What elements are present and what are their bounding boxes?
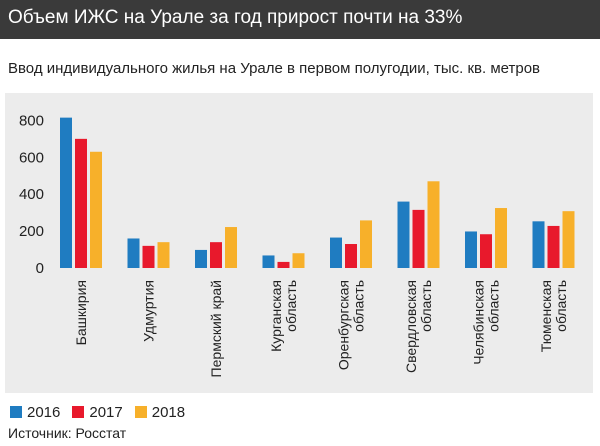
bar-2018	[495, 208, 507, 268]
bar-2017	[547, 225, 560, 268]
bar-2016	[465, 231, 477, 268]
legend-swatch-2016	[10, 406, 22, 418]
bar-2018	[562, 211, 575, 268]
legend-item-2016: 2016	[10, 404, 60, 421]
page-title: Объем ИЖС на Урале за год прирост почти …	[8, 7, 463, 28]
legend-item-2018: 2018	[134, 403, 186, 421]
legend-label-2018: 2018	[151, 403, 186, 421]
x-tick-label: Удмуртия	[141, 280, 157, 342]
legend-swatch-2018	[134, 406, 147, 418]
bar-2016	[397, 201, 410, 268]
bar-2018	[90, 151, 102, 268]
legend-label-2017: 2017	[89, 403, 123, 421]
y-tick-label: 800	[19, 112, 44, 129]
x-tick-label: область	[418, 280, 434, 332]
y-tick-label: 200	[19, 223, 44, 240]
legend-swatch-2017	[72, 406, 85, 418]
y-tick-label: 600	[19, 149, 44, 166]
bar-2018	[225, 227, 237, 268]
bar-2018	[427, 181, 440, 268]
chart-title: Ввод индивидуального жилья на Урале в пе…	[8, 60, 541, 77]
bar-2016	[127, 238, 140, 268]
bar-2017	[277, 261, 290, 268]
header-bar: Объем ИЖС на Урале за год прирост почти …	[0, 0, 600, 39]
bar-2017	[345, 244, 357, 268]
x-tick-label: область	[486, 280, 502, 332]
bar-2017	[412, 209, 425, 268]
bar-2017	[210, 242, 222, 268]
x-tick-label: Пермский край	[208, 280, 224, 377]
bar-chart: 0 200 400 600 800 Башкирия Удмуртия Пермский кр…	[19, 112, 575, 377]
bar-2017	[142, 245, 155, 268]
bar-2018	[157, 242, 170, 268]
bar-2018	[292, 253, 305, 268]
x-tick-label: область	[351, 280, 367, 332]
x-tick-label: Челябинская	[471, 280, 487, 365]
bar-2017	[75, 138, 87, 268]
x-tick-label: Курганская	[268, 280, 284, 352]
bar-2016	[60, 117, 72, 268]
x-tick-label: область	[553, 280, 569, 332]
y-tick-label: 400	[19, 186, 44, 203]
bar-2016	[330, 237, 342, 268]
y-tick-label: 0	[36, 260, 44, 277]
source-note: Источник: Росстат	[8, 425, 127, 441]
x-tick-label: Башкирия	[73, 280, 89, 345]
x-tick-label: область	[283, 280, 299, 332]
bar-2016	[262, 255, 275, 268]
x-tick-label: Свердловская	[403, 280, 419, 373]
legend: 2016 2017 2018	[10, 403, 197, 421]
bar-2018	[360, 220, 372, 268]
bar-2017	[480, 234, 492, 268]
bar-2016	[195, 249, 207, 268]
x-tick-label: Оренбургская	[336, 280, 352, 370]
legend-item-2017: 2017	[72, 403, 123, 421]
x-tick-label: Тюменская	[538, 280, 554, 352]
bar-2016	[532, 221, 545, 268]
legend-label-2016: 2016	[27, 403, 61, 421]
